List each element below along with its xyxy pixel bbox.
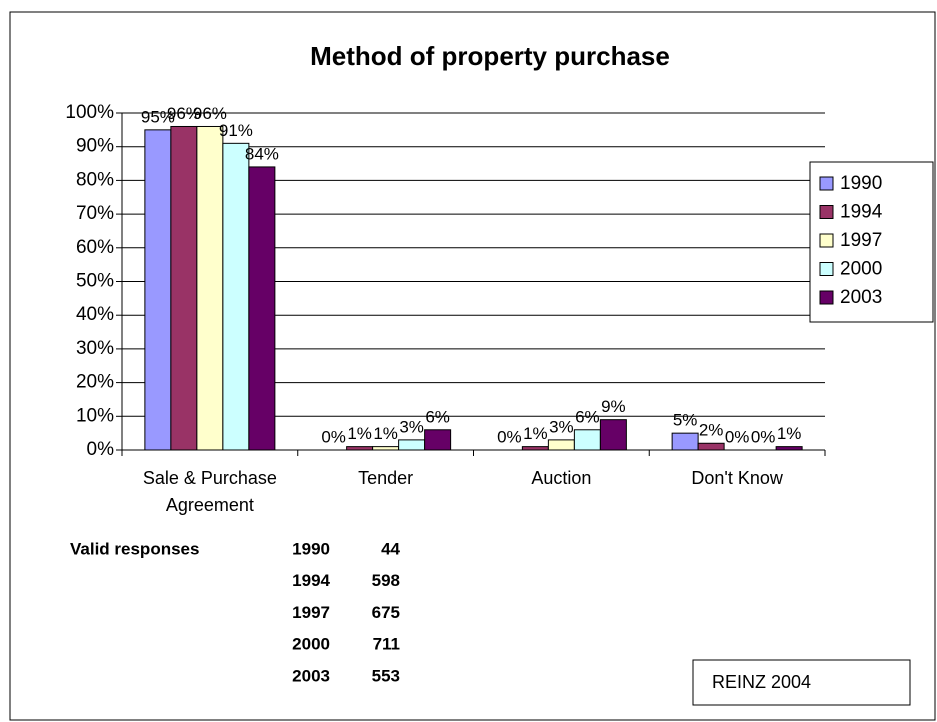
value-label: 0% [725,427,750,446]
bar [222,142,250,451]
y-tick-label: 10% [76,405,114,426]
bar [521,446,549,451]
responses-year: 2003 [292,666,330,685]
responses-year: 1990 [292,539,330,558]
y-tick-label: 60% [76,237,114,258]
bar [775,446,803,451]
responses-count: 711 [373,635,400,654]
x-tick-label: Sale & Purchase Agreement [142,468,277,515]
legend-swatch [819,176,834,191]
bar [547,439,575,451]
x-tick-label: Auction [531,468,592,488]
x-tick-label: Don't Know [691,468,783,488]
bar [346,446,374,451]
responses-year: 2000 [292,635,330,654]
responses-year: 1997 [292,603,330,622]
bar [170,125,198,451]
value-label: 96% [193,104,227,123]
value-label: 91% [219,121,253,140]
responses-count: 598 [372,571,400,590]
responses-label: Valid responses [70,539,199,558]
legend-label: 2000 [840,259,882,280]
y-tick-label: 100% [65,102,114,123]
value-label: 0% [751,427,776,446]
legend-swatch [819,205,834,219]
x-tick-label: Tender [358,468,414,488]
bar [573,429,601,451]
x-tick-label-box: Tender [358,468,414,488]
responses-year: 1994 [292,571,330,590]
responses-count: 553 [372,666,400,685]
y-tick-label: 50% [76,271,114,292]
value-label: 1% [523,424,548,443]
chart-title: Method of property purchase [310,41,670,71]
x-tick-label-box: Sale & Purchase Agreement [142,468,277,515]
value-label: 1% [777,424,802,443]
value-label: 0% [497,427,522,446]
bar [144,129,172,451]
responses-count: 44 [381,539,400,558]
bar [372,446,400,451]
bar [697,442,725,451]
bar [248,166,276,451]
legend-label: 1994 [840,202,883,223]
value-label: 3% [549,417,574,436]
y-tick-label: 90% [76,136,114,157]
legend-swatch [819,233,834,248]
value-label: 96% [167,104,201,123]
bar [196,125,224,451]
value-label: 84% [245,144,279,163]
value-label: 6% [575,407,600,426]
bar [398,439,426,451]
y-tick-label: 80% [76,169,114,190]
source-box [692,659,911,706]
bar [424,429,452,451]
y-tick-label: 40% [76,304,114,325]
legend-label: 1997 [840,230,882,251]
source: REINZ 2004 [712,672,811,692]
bar [671,432,699,451]
legend-swatch [819,262,834,276]
y-tick-label: 20% [76,372,114,393]
y-tick-label: 30% [76,338,114,359]
bar [599,419,627,451]
legend-label: 1990 [840,173,882,194]
value-label: 3% [399,417,424,436]
value-label: 1% [373,424,398,443]
y-tick-label: 70% [76,203,114,224]
value-label: 6% [425,407,450,426]
value-label: 0% [321,427,346,446]
value-label: 1% [347,424,372,443]
value-label: 5% [673,411,698,430]
legend-swatch [819,290,834,305]
value-label: 95% [141,107,175,126]
x-tick-label-box: Don't Know [691,468,783,488]
value-label: 9% [601,397,626,416]
x-tick-label-box: Auction [531,468,592,488]
legend-label: 2003 [840,287,882,308]
value-label: 2% [699,421,724,440]
responses-count: 675 [372,603,400,622]
y-tick-label: 0% [87,439,115,460]
